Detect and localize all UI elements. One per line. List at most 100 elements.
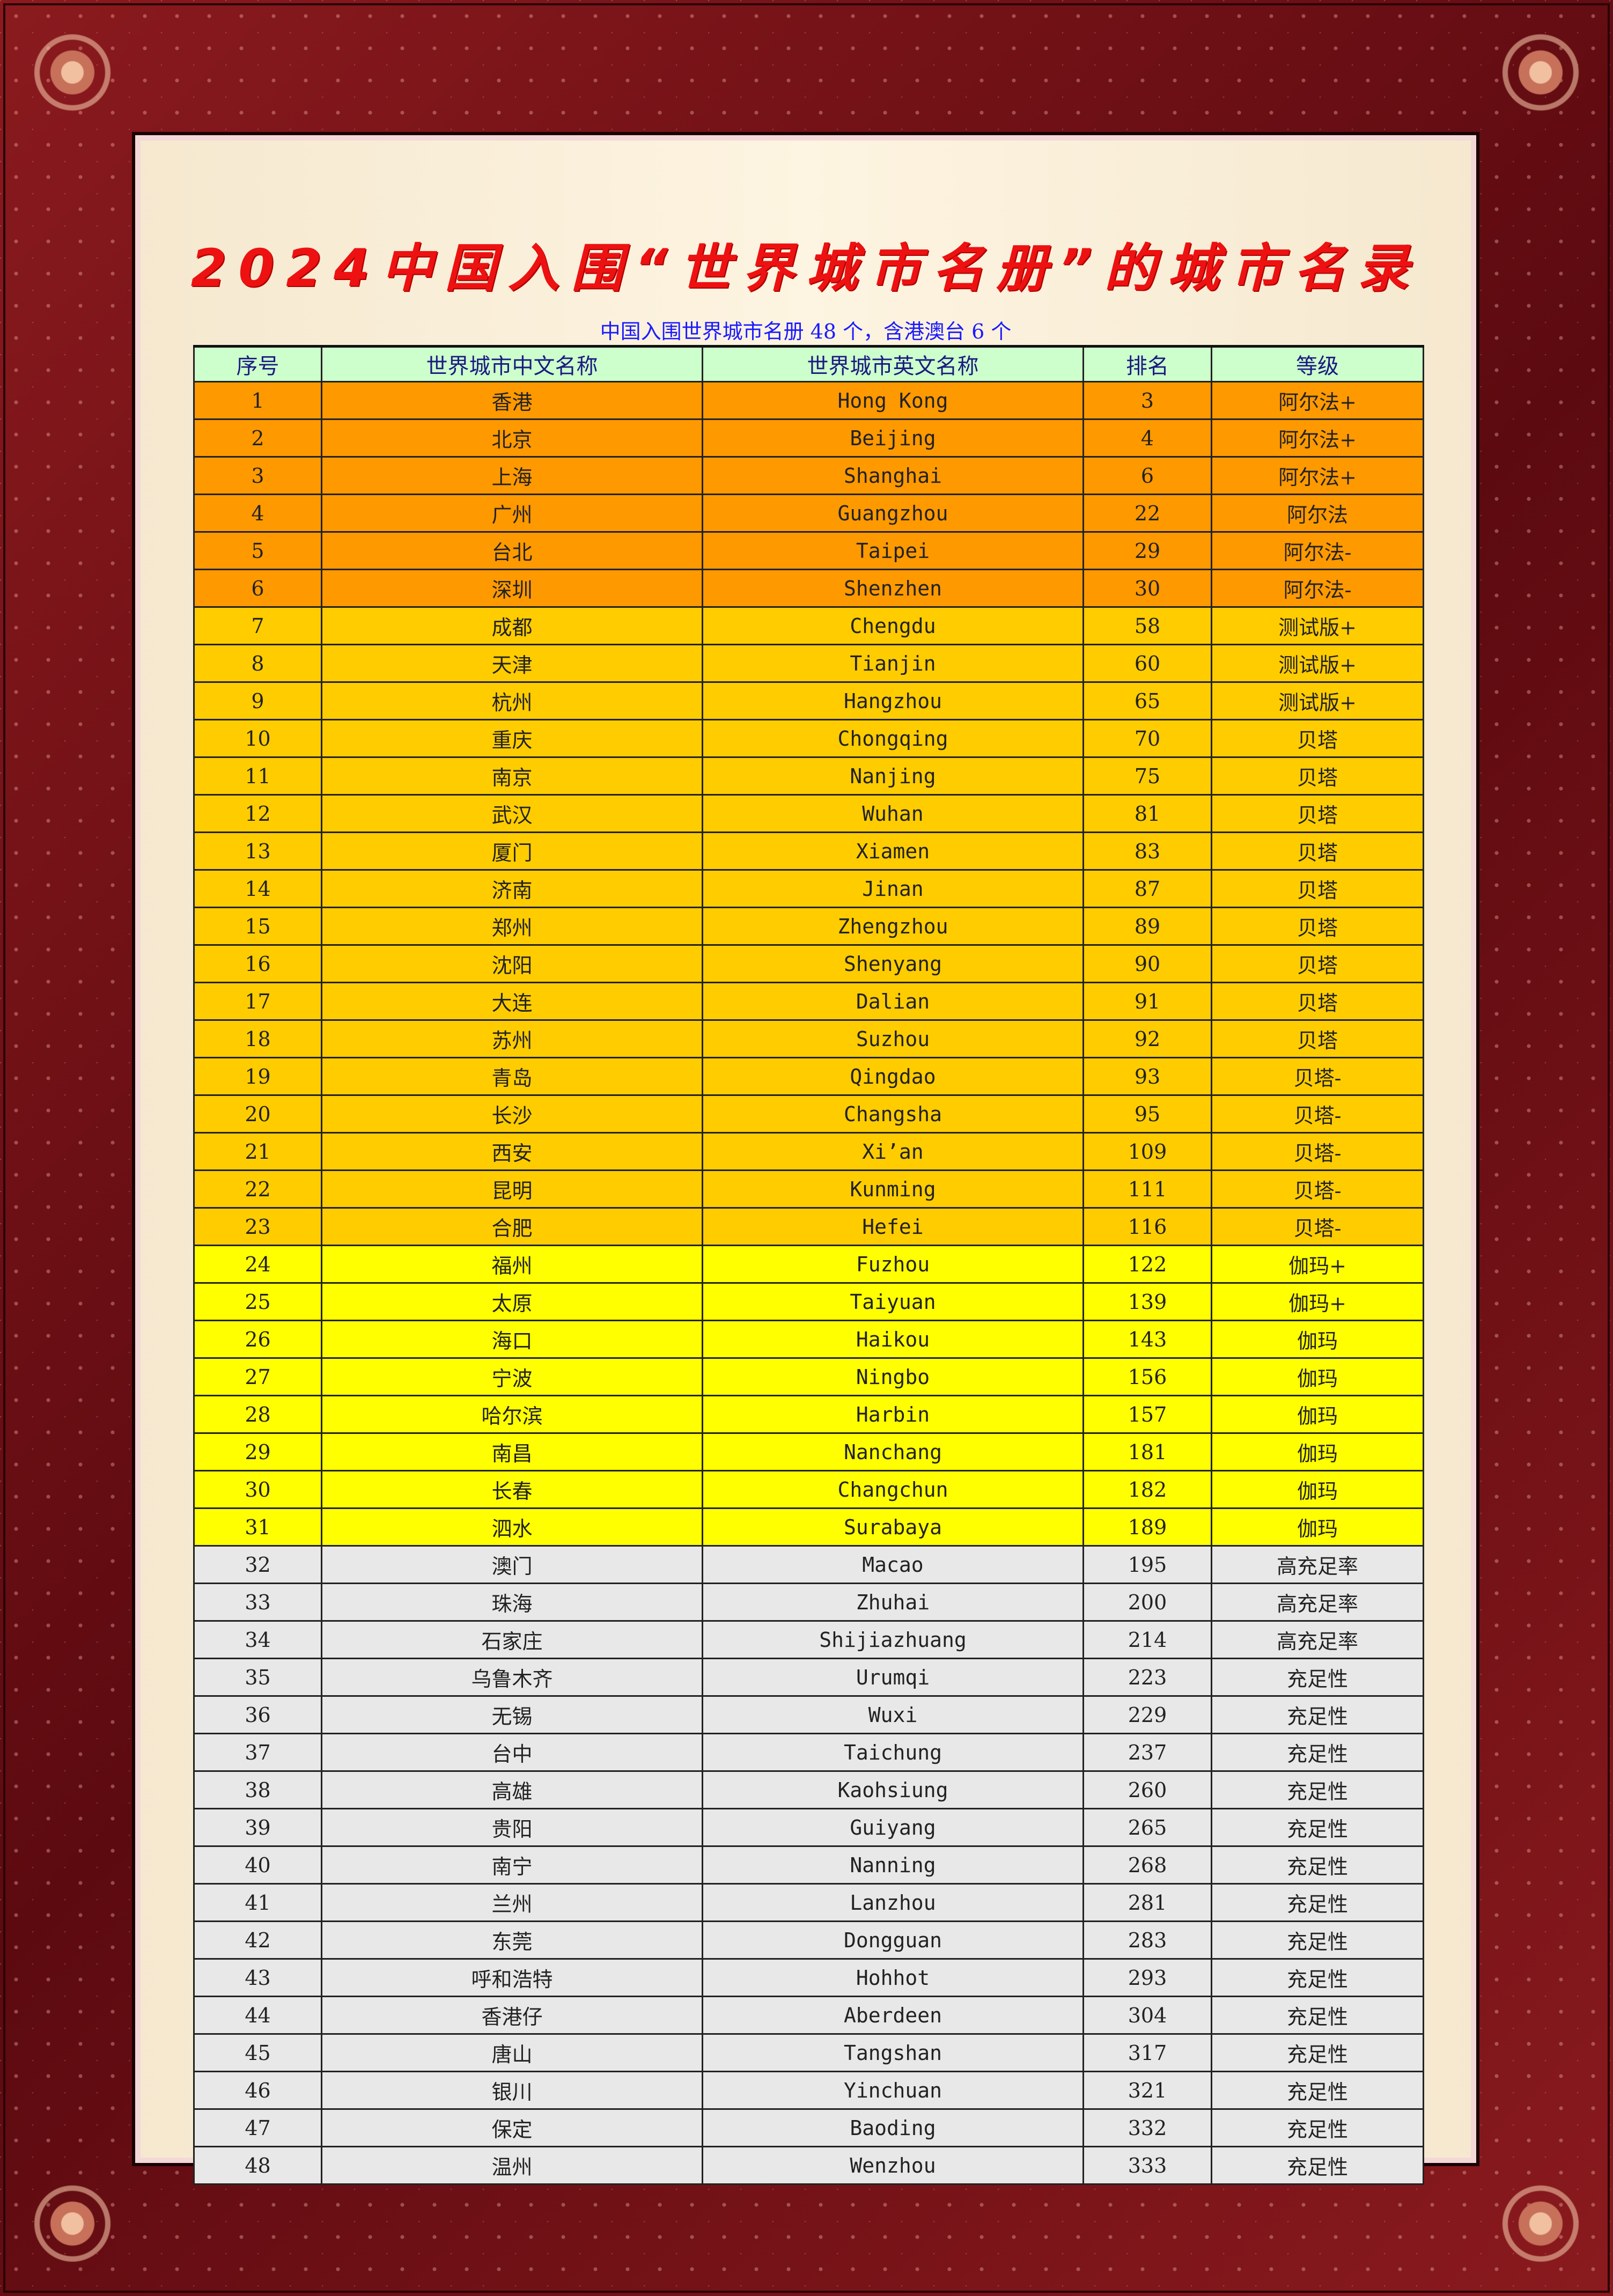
cell-chinese-name: 长春 xyxy=(321,1470,703,1509)
cell-rank: 116 xyxy=(1082,1207,1212,1246)
cell-english-name: Kaohsiung xyxy=(702,1770,1084,1809)
table-row: 44 香港仔 Aberdeen 304 充足性 xyxy=(193,1996,1424,2035)
cell-rank: 93 xyxy=(1082,1057,1212,1096)
cell-grade: 阿尔法- xyxy=(1211,531,1424,570)
cell-grade: 伽玛 xyxy=(1211,1357,1424,1396)
cell-chinese-name: 呼和浩特 xyxy=(321,1958,703,1997)
cell-english-name: Nanchang xyxy=(702,1432,1084,1471)
cell-chinese-name: 青岛 xyxy=(321,1057,703,1096)
cell-chinese-name: 西安 xyxy=(321,1132,703,1171)
table-row: 16 沈阳 Shenyang 90 贝塔 xyxy=(193,944,1424,983)
cell-rank: 304 xyxy=(1082,1996,1212,2035)
table-row: 46 银川 Yinchuan 321 充足性 xyxy=(193,2071,1424,2110)
cell-rank: 29 xyxy=(1082,531,1212,570)
table-row: 8 天津 Tianjin 60 测试版+ xyxy=(193,644,1424,683)
cell-index: 4 xyxy=(193,494,322,533)
cell-chinese-name: 保定 xyxy=(321,2108,703,2147)
cell-index: 6 xyxy=(193,569,322,608)
cell-chinese-name: 银川 xyxy=(321,2071,703,2110)
cell-rank: 90 xyxy=(1082,944,1212,983)
cell-rank: 293 xyxy=(1082,1958,1212,1997)
cell-grade: 贝塔 xyxy=(1211,756,1424,796)
cell-english-name: Zhengzhou xyxy=(702,907,1084,946)
cell-grade: 充足性 xyxy=(1211,1996,1424,2035)
cell-rank: 157 xyxy=(1082,1395,1212,1434)
cell-rank: 143 xyxy=(1082,1320,1212,1359)
cell-grade: 贝塔- xyxy=(1211,1207,1424,1246)
cell-rank: 283 xyxy=(1082,1920,1212,1960)
cell-chinese-name: 重庆 xyxy=(321,719,703,758)
cell-english-name: Taichung xyxy=(702,1733,1084,1772)
cell-index: 43 xyxy=(193,1958,322,1997)
cell-rank: 200 xyxy=(1082,1583,1212,1622)
cell-grade: 贝塔- xyxy=(1211,1094,1424,1134)
cell-index: 17 xyxy=(193,982,322,1021)
cell-chinese-name: 泗水 xyxy=(321,1507,703,1547)
corner-ornament-icon xyxy=(11,2162,134,2285)
table-row: 47 保定 Baoding 332 充足性 xyxy=(193,2108,1424,2147)
cell-index: 30 xyxy=(193,1470,322,1509)
cell-chinese-name: 兰州 xyxy=(321,1883,703,1922)
table-row: 25 太原 Taiyuan 139 伽玛+ xyxy=(193,1282,1424,1321)
cell-index: 38 xyxy=(193,1770,322,1809)
cell-rank: 89 xyxy=(1082,907,1212,946)
cell-index: 5 xyxy=(193,531,322,570)
table-row: 27 宁波 Ningbo 156 伽玛 xyxy=(193,1357,1424,1396)
cell-index: 7 xyxy=(193,606,322,645)
table-row: 9 杭州 Hangzhou 65 测试版+ xyxy=(193,681,1424,720)
cell-english-name: Harbin xyxy=(702,1395,1084,1434)
cell-rank: 265 xyxy=(1082,1808,1212,1847)
cell-chinese-name: 东莞 xyxy=(321,1920,703,1960)
cell-grade: 充足性 xyxy=(1211,2071,1424,2110)
cell-chinese-name: 乌鲁木齐 xyxy=(321,1658,703,1697)
cell-english-name: Zhuhai xyxy=(702,1583,1084,1622)
cell-index: 29 xyxy=(193,1432,322,1471)
cell-english-name: Macao xyxy=(702,1545,1084,1584)
cell-chinese-name: 珠海 xyxy=(321,1583,703,1622)
cell-chinese-name: 太原 xyxy=(321,1282,703,1321)
cell-english-name: Wenzhou xyxy=(702,2146,1084,2185)
table-row: 4 广州 Guangzhou 22 阿尔法 xyxy=(193,494,1424,533)
cell-index: 27 xyxy=(193,1357,322,1396)
cell-english-name: Taiyuan xyxy=(702,1282,1084,1321)
cell-index: 2 xyxy=(193,418,322,458)
cell-index: 19 xyxy=(193,1057,322,1096)
cell-chinese-name: 杭州 xyxy=(321,681,703,720)
cell-english-name: Shenzhen xyxy=(702,569,1084,608)
cell-english-name: Hohhot xyxy=(702,1958,1084,1997)
cell-chinese-name: 沈阳 xyxy=(321,944,703,983)
cell-index: 36 xyxy=(193,1695,322,1734)
cell-index: 39 xyxy=(193,1808,322,1847)
cell-grade: 充足性 xyxy=(1211,1883,1424,1922)
table-row: 2 北京 Beijing 4 阿尔法+ xyxy=(193,418,1424,458)
table-row: 19 青岛 Qingdao 93 贝塔- xyxy=(193,1057,1424,1096)
table-row: 22 昆明 Kunming 111 贝塔- xyxy=(193,1169,1424,1209)
cell-english-name: Shijiazhuang xyxy=(702,1620,1084,1659)
cell-grade: 充足性 xyxy=(1211,1845,1424,1885)
cell-rank: 60 xyxy=(1082,644,1212,683)
cell-grade: 充足性 xyxy=(1211,1733,1424,1772)
cell-grade: 充足性 xyxy=(1211,1770,1424,1809)
cell-chinese-name: 厦门 xyxy=(321,831,703,871)
cell-english-name: Changchun xyxy=(702,1470,1084,1509)
table-row: 37 台中 Taichung 237 充足性 xyxy=(193,1733,1424,1772)
cell-chinese-name: 南昌 xyxy=(321,1432,703,1471)
cell-index: 18 xyxy=(193,1019,322,1058)
table-row: 1 香港 Hong Kong 3 阿尔法+ xyxy=(193,381,1424,420)
cell-chinese-name: 南京 xyxy=(321,756,703,796)
cell-english-name: Chongqing xyxy=(702,719,1084,758)
cell-grade: 阿尔法 xyxy=(1211,494,1424,533)
table-row: 42 东莞 Dongguan 283 充足性 xyxy=(193,1920,1424,1960)
cell-english-name: Fuzhou xyxy=(702,1245,1084,1284)
cell-english-name: Shenyang xyxy=(702,944,1084,983)
cell-index: 24 xyxy=(193,1245,322,1284)
cell-chinese-name: 台中 xyxy=(321,1733,703,1772)
cell-index: 41 xyxy=(193,1883,322,1922)
table-row: 20 长沙 Changsha 95 贝塔- xyxy=(193,1094,1424,1134)
table-row: 39 贵阳 Guiyang 265 充足性 xyxy=(193,1808,1424,1847)
cell-rank: 95 xyxy=(1082,1094,1212,1134)
cell-rank: 22 xyxy=(1082,494,1212,533)
table-row: 45 唐山 Tangshan 317 充足性 xyxy=(193,2033,1424,2072)
cell-rank: 75 xyxy=(1082,756,1212,796)
cell-rank: 317 xyxy=(1082,2033,1212,2072)
